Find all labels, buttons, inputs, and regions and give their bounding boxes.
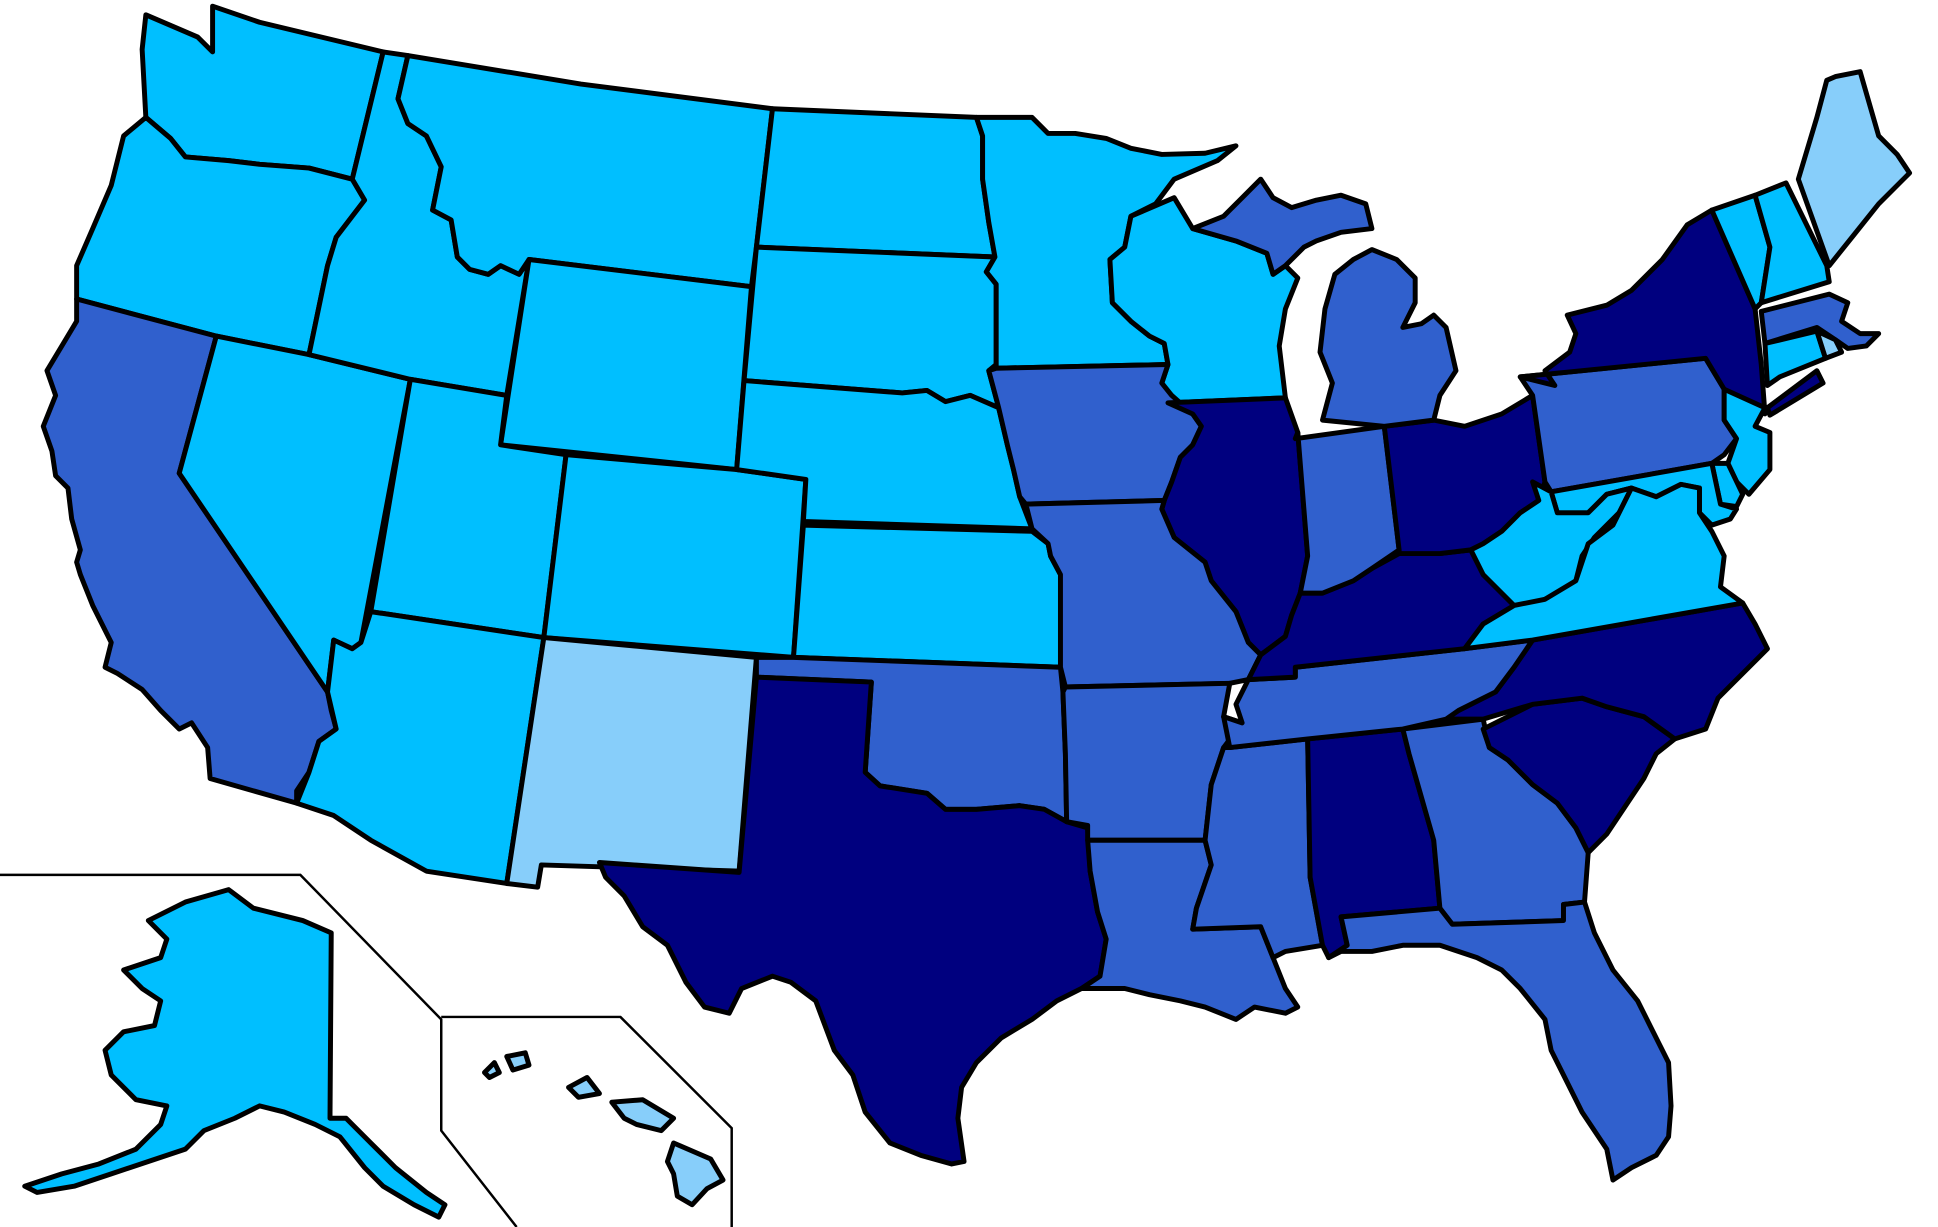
state-colorado — [541, 452, 809, 660]
state-montana — [395, 53, 775, 290]
hawaii-inset-border — [441, 1015, 733, 1227]
state-north-dakota — [753, 106, 998, 260]
state-massachusetts — [1758, 291, 1882, 351]
state-maine — [1795, 69, 1913, 269]
state-texas — [596, 674, 1109, 1167]
state-michigan — [1190, 176, 1459, 429]
alaska-inset-border — [0, 873, 518, 1227]
state-florida — [1326, 899, 1674, 1183]
state-new-jersey — [1721, 386, 1773, 497]
state-new-mexico — [504, 635, 759, 890]
state-new-hampshire — [1752, 180, 1832, 306]
state-hawaii — [482, 1050, 726, 1208]
state-kansas — [791, 522, 1063, 670]
states-layer — [22, 3, 1913, 1220]
state-new-york — [1517, 207, 1826, 418]
state-arizona — [294, 609, 547, 886]
state-wyoming — [498, 257, 754, 473]
state-rhode-island — [1814, 328, 1845, 361]
state-alaska — [22, 887, 448, 1220]
state-virginia — [1462, 481, 1746, 652]
state-connecticut — [1762, 328, 1828, 388]
